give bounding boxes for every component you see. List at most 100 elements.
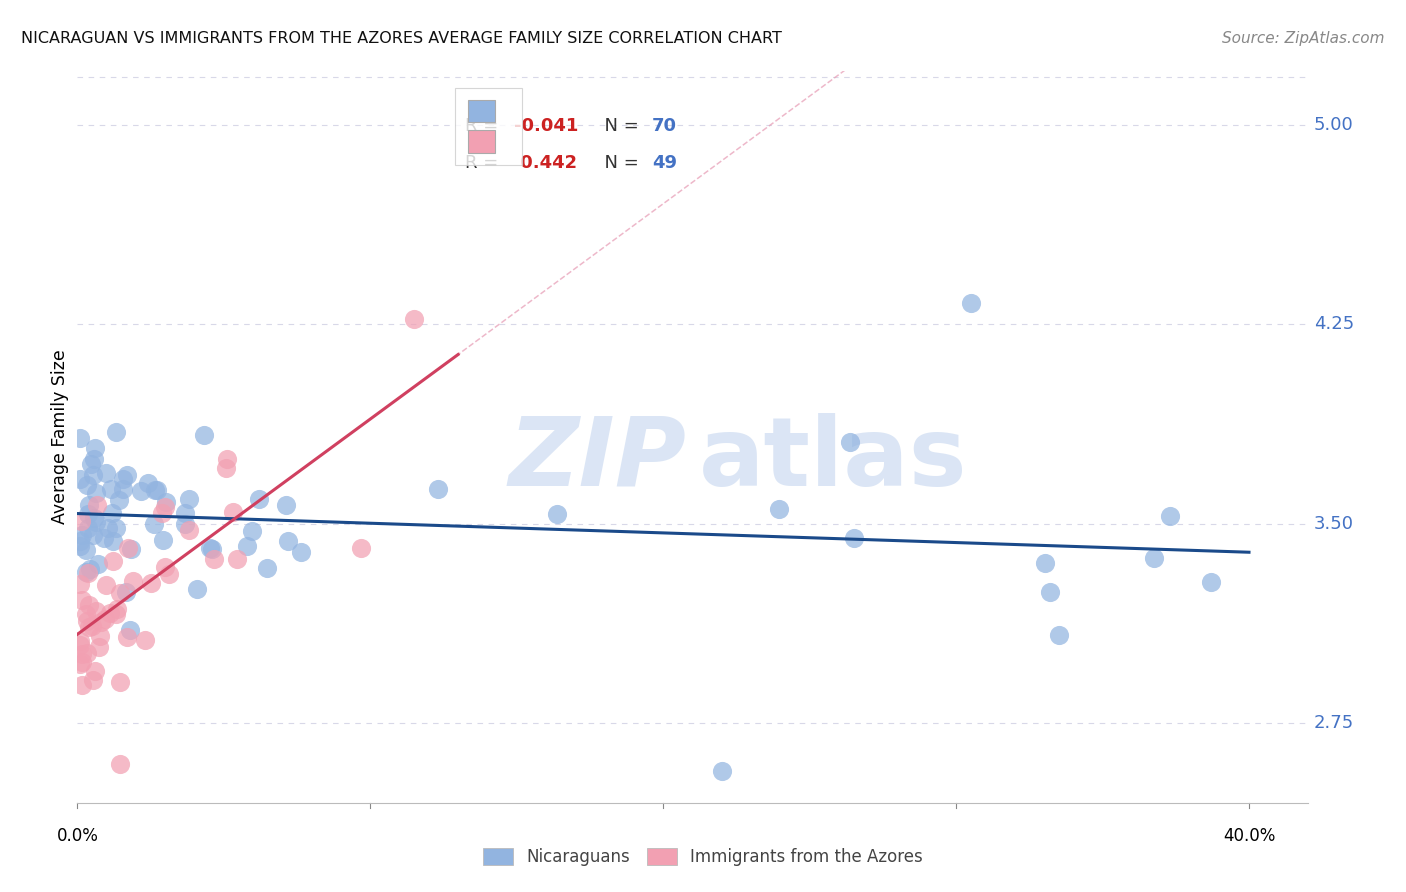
Text: atlas: atlas (699, 412, 967, 506)
Point (201, 541, 224, 556)
Point (77, 598, 100, 612)
Point (108, 493, 131, 508)
Text: ZIP: ZIP (509, 412, 686, 506)
Point (87, 557, 110, 571)
Point (69, 657, 91, 672)
Point (70, 678, 93, 692)
Point (115, 630, 138, 644)
Point (404, 311, 426, 326)
Point (177, 492, 200, 507)
Point (89, 629, 111, 643)
Point (174, 517, 197, 532)
Point (75, 543, 97, 558)
Point (247, 491, 270, 506)
Point (86, 498, 108, 512)
Point (114, 585, 136, 599)
Text: N =: N = (593, 117, 644, 136)
Point (768, 502, 790, 516)
Legend: , : , (456, 87, 522, 165)
Text: R =: R = (465, 117, 503, 136)
Point (179, 523, 201, 537)
Point (959, 295, 981, 310)
Point (84, 515, 107, 529)
Point (79, 457, 101, 471)
Point (77, 521, 100, 535)
Point (70, 528, 93, 542)
Point (84, 664, 107, 678)
Point (70, 647, 93, 661)
Point (93, 531, 115, 545)
Text: Source: ZipAtlas.com: Source: ZipAtlas.com (1222, 31, 1385, 46)
Point (277, 534, 299, 549)
Point (82, 467, 104, 482)
Point (350, 541, 373, 555)
Point (97, 521, 120, 535)
Point (75, 607, 97, 621)
Point (120, 541, 142, 556)
Point (174, 506, 197, 520)
Point (117, 541, 139, 555)
Point (76, 478, 98, 492)
Text: -0.041: -0.041 (515, 117, 578, 136)
Point (84, 486, 107, 500)
Point (104, 425, 127, 439)
Point (94, 578, 117, 592)
Point (70, 514, 93, 528)
Text: NICARAGUAN VS IMMIGRANTS FROM THE AZORES AVERAGE FAMILY SIZE CORRELATION CHART: NICARAGUAN VS IMMIGRANTS FROM THE AZORES… (21, 31, 782, 46)
Point (101, 554, 124, 568)
Point (139, 575, 162, 590)
Point (112, 482, 135, 496)
Point (72, 592, 94, 607)
Point (236, 539, 259, 553)
Text: 3.50: 3.50 (1313, 515, 1354, 533)
Point (94, 466, 117, 480)
Point (426, 482, 449, 496)
Point (1143, 551, 1166, 566)
Point (546, 507, 568, 521)
Point (118, 623, 141, 637)
Point (838, 435, 860, 450)
Legend: Nicaraguans, Immigrants from the Azores: Nicaraguans, Immigrants from the Azores (475, 840, 931, 875)
Point (93, 612, 115, 626)
Point (842, 531, 865, 545)
Point (1159, 509, 1181, 524)
Point (79, 498, 101, 512)
Point (186, 582, 208, 596)
Point (1033, 557, 1056, 571)
Point (193, 428, 215, 442)
Point (69, 539, 91, 553)
Point (84, 442, 107, 456)
Point (76, 615, 98, 629)
Point (215, 452, 238, 467)
Point (76, 646, 98, 660)
Point (70, 655, 93, 669)
Point (75, 566, 97, 580)
Point (108, 586, 131, 600)
Point (150, 506, 173, 520)
Point (152, 533, 174, 547)
Point (136, 475, 159, 490)
Text: 0.442: 0.442 (515, 153, 578, 172)
Text: 70: 70 (652, 117, 676, 136)
Point (1047, 628, 1070, 642)
Point (77, 507, 100, 521)
Point (159, 566, 181, 581)
Point (90, 615, 112, 629)
Point (1199, 574, 1222, 589)
Point (69, 638, 91, 652)
Point (222, 505, 245, 519)
Point (104, 520, 127, 534)
Text: R =: R = (465, 153, 503, 172)
Point (1039, 585, 1062, 599)
Text: N =: N = (593, 153, 644, 172)
Point (108, 675, 131, 690)
Point (155, 559, 177, 574)
Point (77, 566, 100, 580)
Point (98, 607, 121, 621)
Point (202, 552, 225, 566)
Point (129, 484, 152, 499)
Point (134, 633, 156, 648)
Point (274, 498, 297, 512)
Point (105, 607, 128, 622)
Point (256, 561, 278, 575)
